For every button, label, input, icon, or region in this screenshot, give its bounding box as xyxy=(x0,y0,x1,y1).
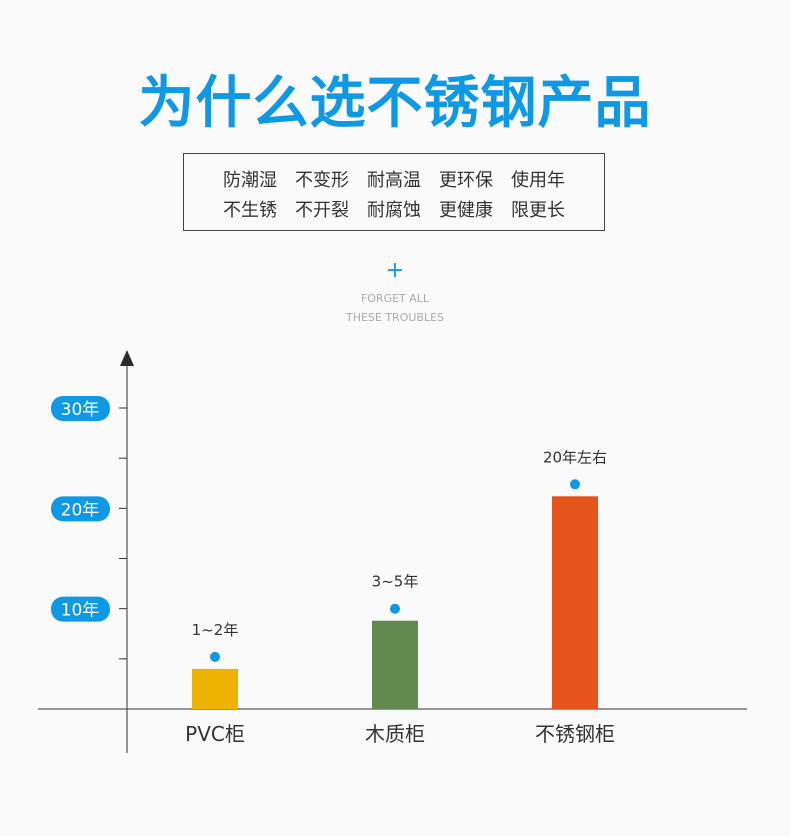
feature: 不开裂 xyxy=(295,200,349,221)
data-label: 20年左右 xyxy=(543,448,607,466)
bar-dot xyxy=(390,603,400,614)
feature: 不生锈 xyxy=(223,200,277,221)
y-tick-label: 20年 xyxy=(61,500,100,520)
x-tick-label: PVC柜 xyxy=(185,722,245,746)
feature: 耐高温 xyxy=(367,170,421,191)
y-tick-badge xyxy=(51,496,110,522)
y-tick-badge xyxy=(51,396,110,421)
x-tick-label: 不锈钢柜 xyxy=(535,722,615,746)
bar-dot xyxy=(210,651,220,662)
subtitle-line-2: THESE TROUBLES xyxy=(345,311,445,324)
y-tick-label: 30年 xyxy=(61,400,100,420)
features-row-1: 防潮湿 不变形 耐高温 更环保 使用年 xyxy=(184,166,604,192)
feature: 使用年 xyxy=(511,170,565,191)
feature: 更健康 xyxy=(439,200,493,221)
data-label: 3~5年 xyxy=(372,573,419,591)
x-tick-label: 木质柜 xyxy=(365,722,425,746)
feature: 耐腐蚀 xyxy=(367,200,421,221)
features-box: 防潮湿 不变形 耐高温 更环保 使用年 不生锈 不开裂 耐腐蚀 更健康 限更长 xyxy=(183,153,605,231)
y-axis-arrow-icon xyxy=(120,350,134,366)
bar xyxy=(552,496,598,709)
y-tick-label: 10年 xyxy=(61,601,100,621)
y-tick-badge xyxy=(51,596,110,622)
feature: 不变形 xyxy=(295,170,349,191)
bar-dot xyxy=(570,479,580,490)
plus-icon: + xyxy=(385,258,405,283)
bar xyxy=(192,668,238,709)
page-title: 为什么选不锈钢产品 xyxy=(138,71,652,136)
feature: 限更长 xyxy=(511,200,565,221)
features-row-2: 不生锈 不开裂 耐腐蚀 更健康 限更长 xyxy=(184,196,604,222)
bar xyxy=(372,620,418,709)
data-label: 1~2年 xyxy=(192,621,239,639)
feature: 更环保 xyxy=(439,170,493,191)
subtitle-line-1: FORGET ALL xyxy=(360,292,430,305)
feature: 防潮湿 xyxy=(223,170,277,191)
